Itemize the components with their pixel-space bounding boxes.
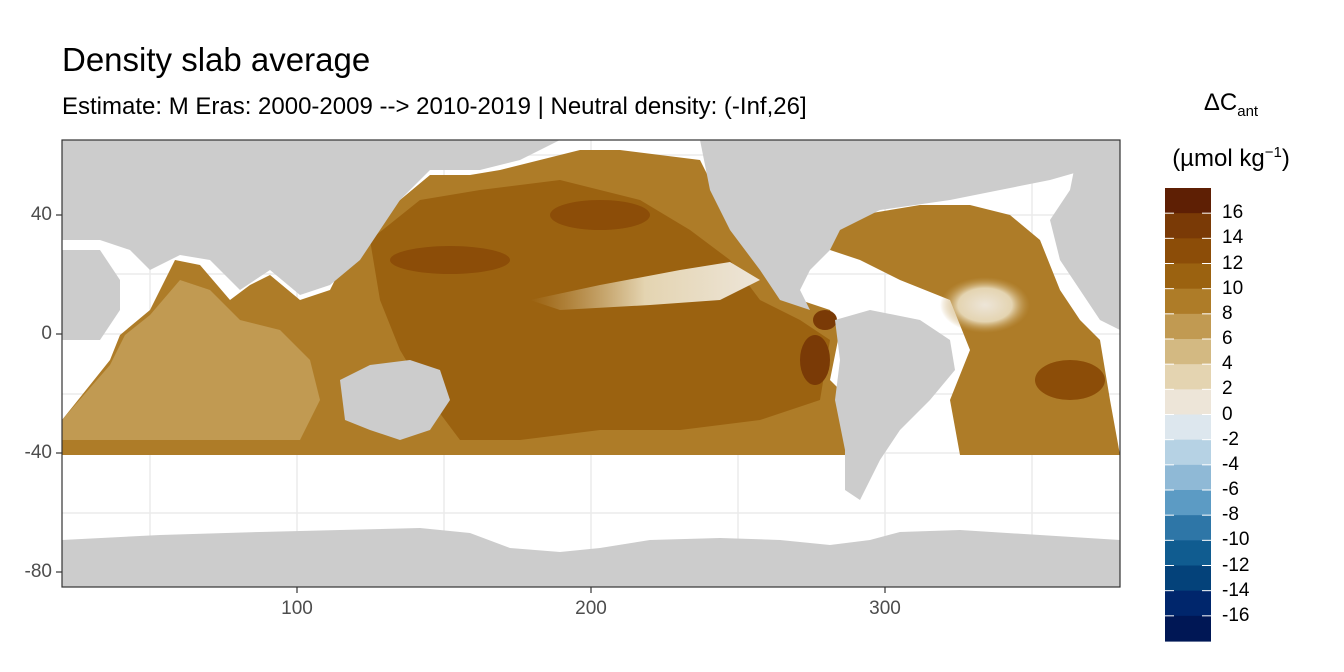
land-africa-europe <box>1050 140 1120 330</box>
ocean-north-pacific-dark-2 <box>390 246 510 274</box>
ocean-subtropical-band <box>530 262 760 310</box>
legend-colorbar <box>1165 188 1211 642</box>
legend-label: 4 <box>1222 353 1233 375</box>
y-tick-label: 0 <box>41 323 52 344</box>
legend-title-sub: ant <box>1237 102 1259 120</box>
legend-swatch <box>1165 515 1211 541</box>
legend-title-main: ΔC <box>1203 89 1238 116</box>
legend-swatch <box>1165 188 1211 214</box>
legend-swatch <box>1165 464 1211 491</box>
legend-label: -10 <box>1222 529 1250 551</box>
y-tick-label: -80 <box>24 561 52 582</box>
legend-units: (µmol kg−1) <box>1156 138 1306 174</box>
land-north-america <box>700 140 1120 310</box>
legend-swatch <box>1165 439 1211 466</box>
legend-swatch <box>1165 263 1211 290</box>
chart-subtitle: Estimate: M Eras: 2000-2009 --> 2010-201… <box>62 93 807 120</box>
ocean-indian <box>62 280 320 440</box>
legend-label: -2 <box>1222 428 1239 450</box>
chart-title: Density slab average <box>62 41 371 78</box>
legend-label: 0 <box>1222 403 1233 425</box>
y-tick-label: 40 <box>30 204 52 225</box>
legend-units-suffix: ) <box>1281 145 1290 172</box>
ocean-pacific-core <box>370 180 830 440</box>
legend-label: 10 <box>1222 277 1244 299</box>
legend-swatch <box>1165 540 1211 567</box>
x-tick-label: 300 <box>869 598 901 619</box>
legend-swatch <box>1165 213 1211 239</box>
legend-label: -4 <box>1222 453 1239 475</box>
legend-label: -6 <box>1222 479 1239 500</box>
legend-swatch <box>1165 313 1211 340</box>
legend-swatch <box>1165 414 1211 441</box>
x-tick-label: 100 <box>281 598 313 619</box>
legend-swatch <box>1165 288 1211 315</box>
legend-swatch <box>1165 364 1211 390</box>
ocean-upwelling-california <box>813 310 837 330</box>
legend-units-exp: −1 <box>1264 144 1282 161</box>
land-asia <box>62 140 560 295</box>
legend-label: 2 <box>1222 378 1233 400</box>
antarctica-land <box>62 528 1120 587</box>
ocean-atlantic-light-patch <box>940 277 1030 333</box>
legend-swatch <box>1165 590 1211 617</box>
legend-label: 6 <box>1222 328 1233 349</box>
legend-title: ΔCant <box>1156 88 1306 127</box>
land-africa-west <box>62 250 120 340</box>
legend-label: 8 <box>1222 302 1233 324</box>
axis-tick-marks <box>56 214 886 593</box>
legend-units-prefix: (µmol kg <box>1172 145 1265 172</box>
ocean-north-pacific-dark <box>550 200 650 230</box>
y-tick-label: -40 <box>24 442 52 463</box>
ocean-upwelling-peru <box>800 335 830 385</box>
legend-label: -16 <box>1222 604 1250 626</box>
legend-swatch <box>1165 389 1211 416</box>
legend-label: 14 <box>1222 227 1244 249</box>
legend-swatch <box>1165 490 1211 516</box>
legend-label: -8 <box>1222 504 1239 526</box>
legend-swatch <box>1165 238 1211 265</box>
land-australia <box>340 360 450 440</box>
legend-label: -12 <box>1222 554 1250 576</box>
x-tick-label: 200 <box>575 598 607 619</box>
legend-label: -14 <box>1222 579 1250 601</box>
legend-swatch <box>1165 565 1211 592</box>
ocean-atlantic-dark <box>1035 360 1105 400</box>
land-south-america <box>835 310 955 500</box>
legend-label: 12 <box>1222 252 1244 274</box>
legend-swatch <box>1165 615 1211 642</box>
legend-swatch <box>1165 339 1211 365</box>
legend-label: 16 <box>1222 202 1244 224</box>
